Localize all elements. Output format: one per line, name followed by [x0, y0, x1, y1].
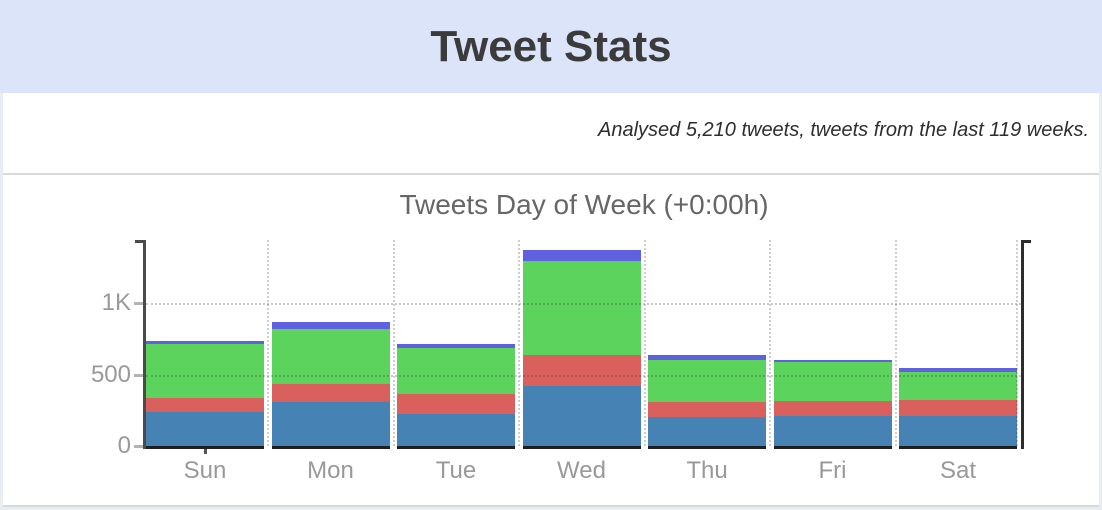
- bar-sun-segment-red[interactable]: [146, 398, 264, 412]
- bar-sat-segment-green[interactable]: [899, 371, 1017, 401]
- y-tick-label-0: 0: [117, 432, 131, 459]
- bar-sat[interactable]: [899, 368, 1017, 449]
- bar-tue-segment-purple[interactable]: [397, 343, 515, 349]
- bar-fri[interactable]: [773, 359, 892, 449]
- bar-thu[interactable]: [648, 355, 766, 449]
- bar-tue[interactable]: [397, 343, 515, 449]
- bar-sat-segment-red[interactable]: [899, 400, 1017, 416]
- summary-strip: Analysed 5,210 tweets, tweets from the l…: [3, 93, 1099, 173]
- bar-thu-segment-purple[interactable]: [648, 355, 766, 360]
- x-tick-mark-sun: [204, 449, 207, 454]
- x-axis-label-tue: Tue: [435, 457, 477, 484]
- bar-thu-segment-blue[interactable]: [648, 416, 766, 446]
- bar-wed-segment-blue[interactable]: [522, 385, 641, 446]
- bar-sat-segment-blue[interactable]: [899, 415, 1017, 446]
- bar-fri-segment-purple[interactable]: [773, 359, 892, 363]
- bar-sun-segment-blue[interactable]: [146, 411, 264, 446]
- y-tick-label-500: 500: [90, 360, 131, 388]
- bar-wed[interactable]: [522, 250, 641, 449]
- summary-text: Analysed 5,210 tweets, tweets from the l…: [598, 119, 1089, 141]
- gridline-vertical: [392, 240, 395, 446]
- bar-mon[interactable]: [271, 322, 390, 449]
- gridline-vertical: [894, 240, 897, 446]
- y-tick-mark: [134, 373, 143, 377]
- y-axis-top-cap-right: [1024, 240, 1031, 243]
- bar-sat-segment-purple[interactable]: [899, 368, 1017, 372]
- bar-wed-segment-purple[interactable]: [522, 250, 641, 261]
- bar-tue-segment-blue[interactable]: [397, 413, 515, 446]
- x-axis-label-thu: Thu: [686, 457, 728, 484]
- gridline-vertical: [643, 240, 646, 446]
- plot-area: [135, 240, 1031, 454]
- bar-sun-segment-green[interactable]: [146, 343, 264, 399]
- x-axis-baseline-segment: [648, 446, 766, 449]
- y-axis-line-left: [143, 240, 146, 449]
- bar-fri-segment-green[interactable]: [773, 362, 892, 401]
- bar-sun[interactable]: [146, 340, 264, 449]
- page-title: Tweet Stats: [430, 21, 672, 71]
- bar-sun-segment-purple[interactable]: [146, 340, 264, 344]
- bar-mon-segment-blue[interactable]: [271, 402, 390, 446]
- x-axis-baseline-segment: [899, 446, 1017, 449]
- x-axis-baseline-segment: [773, 446, 892, 449]
- x-axis-baseline-segment: [146, 446, 264, 449]
- y-axis-line-right: [1021, 240, 1024, 449]
- content-card: Analysed 5,210 tweets, tweets from the l…: [3, 93, 1099, 507]
- header-banner: Tweet Stats: [0, 0, 1102, 93]
- x-axis-baseline-segment: [397, 446, 515, 449]
- bar-tue-segment-green[interactable]: [397, 348, 515, 394]
- x-axis-label-sun: Sun: [183, 457, 227, 484]
- bar-wed-segment-green[interactable]: [522, 260, 641, 356]
- chart-panel: Tweets Day of Week (+0:00h) 0 500 1K Sun Mon…: [3, 173, 1099, 507]
- x-axis-baseline-segment: [522, 446, 641, 449]
- bar-fri-segment-red[interactable]: [773, 400, 892, 416]
- y-tick-mark: [134, 445, 143, 448]
- bar-fri-segment-blue[interactable]: [773, 415, 892, 446]
- y-tick-mark: [134, 302, 143, 305]
- bar-mon-segment-purple[interactable]: [271, 322, 390, 330]
- gridline-vertical: [769, 240, 771, 446]
- bar-mon-segment-red[interactable]: [271, 383, 390, 403]
- x-axis-label-sat: Sat: [939, 457, 977, 484]
- y-axis-top-cap-left: [135, 240, 143, 243]
- bar-mon-segment-green[interactable]: [271, 329, 390, 384]
- x-axis-baseline-segment: [271, 446, 390, 449]
- bar-wed-segment-red[interactable]: [522, 355, 641, 386]
- x-axis-label-wed: Wed: [557, 457, 606, 484]
- y-tick-label-1k: 1K: [101, 289, 131, 316]
- bar-tue-segment-red[interactable]: [397, 393, 515, 414]
- x-axis-label-mon: Mon: [307, 457, 354, 484]
- bar-thu-segment-red[interactable]: [648, 401, 766, 417]
- gridline-vertical: [267, 240, 269, 446]
- chart-title: Tweets Day of Week (+0:00h): [399, 189, 769, 220]
- bar-thu-segment-green[interactable]: [648, 359, 766, 402]
- x-axis-label-fri: Fri: [818, 457, 847, 484]
- gridline-vertical: [518, 240, 520, 446]
